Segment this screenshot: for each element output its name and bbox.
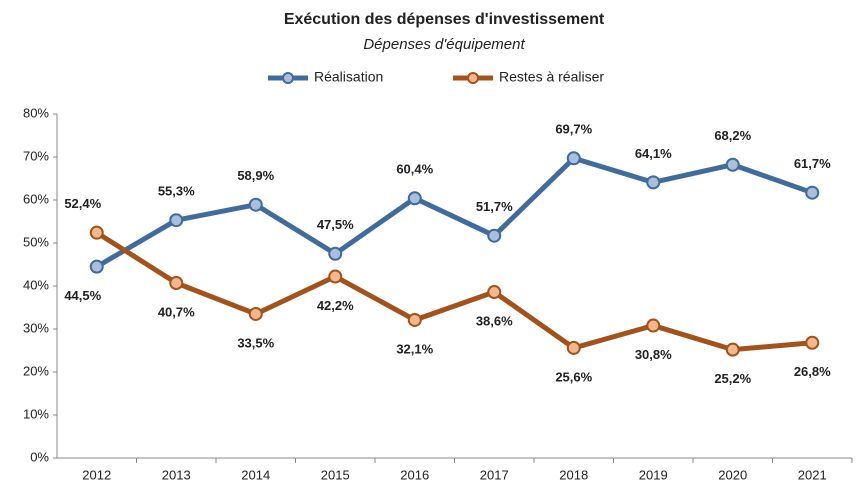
x-tick-label: 2017 <box>480 467 509 482</box>
y-tick-label: 80% <box>23 105 49 120</box>
data-point <box>646 318 661 333</box>
data-point <box>725 342 740 357</box>
x-tick-label: 2019 <box>639 467 668 482</box>
data-point <box>89 259 104 274</box>
legend-label: Restes à réaliser <box>499 69 604 85</box>
data-point <box>646 175 661 190</box>
x-tick-label: 2015 <box>321 467 350 482</box>
data-point <box>328 246 343 261</box>
data-label: 25,2% <box>714 371 751 386</box>
data-label: 42,2% <box>317 298 354 313</box>
legend-marker <box>282 72 294 84</box>
y-tick-label: 70% <box>23 148 49 163</box>
y-tick-label: 0% <box>30 449 49 464</box>
data-point <box>805 185 820 200</box>
data-label: 33,5% <box>237 335 274 350</box>
data-label: 51,7% <box>476 199 513 214</box>
data-label: 47,5% <box>317 217 354 232</box>
legend-label: Réalisation <box>314 69 383 85</box>
data-label: 30,8% <box>635 347 672 362</box>
x-tick-label: 2021 <box>798 467 827 482</box>
data-point <box>487 285 502 300</box>
data-point <box>407 191 422 206</box>
data-point <box>566 151 581 166</box>
chart-title: Exécution des dépenses d'investissement <box>284 11 605 28</box>
y-tick-label: 60% <box>23 191 49 206</box>
data-point <box>248 306 263 321</box>
chart-subtitle: Dépenses d'équipement <box>363 36 525 53</box>
data-point <box>566 340 581 355</box>
data-label: 44,5% <box>64 288 101 303</box>
data-point <box>487 228 502 243</box>
x-tick-label: 2014 <box>241 467 270 482</box>
y-tick-label: 30% <box>23 320 49 335</box>
data-label: 40,7% <box>158 304 195 319</box>
data-label: 38,6% <box>476 313 513 328</box>
y-tick-label: 10% <box>23 406 49 421</box>
data-point <box>169 213 184 228</box>
data-label: 60,4% <box>396 162 433 177</box>
data-label: 52,4% <box>64 196 101 211</box>
x-tick-label: 2020 <box>718 467 747 482</box>
x-tick-label: 2016 <box>400 467 429 482</box>
data-label: 26,8% <box>794 364 831 379</box>
data-label: 61,7% <box>794 156 831 171</box>
y-tick-label: 20% <box>23 363 49 378</box>
x-tick-label: 2018 <box>559 467 588 482</box>
data-point <box>169 275 184 290</box>
data-label: 25,6% <box>555 369 592 384</box>
y-tick-label: 40% <box>23 277 49 292</box>
data-label: 55,3% <box>158 184 195 199</box>
data-point <box>89 225 104 240</box>
data-point <box>407 312 422 327</box>
data-point <box>725 157 740 172</box>
data-label: 69,7% <box>555 122 592 137</box>
data-label: 58,9% <box>237 168 274 183</box>
data-point <box>328 269 343 284</box>
data-label: 64,1% <box>635 146 672 161</box>
data-label: 32,1% <box>396 341 433 356</box>
data-point <box>248 197 263 212</box>
series-line <box>95 155 814 269</box>
y-tick-label: 50% <box>23 234 49 249</box>
x-tick-label: 2013 <box>162 467 191 482</box>
data-point <box>805 335 820 350</box>
data-label: 68,2% <box>714 128 751 143</box>
x-tick-label: 2012 <box>82 467 111 482</box>
legend-marker <box>467 72 479 84</box>
series-line <box>95 230 813 353</box>
